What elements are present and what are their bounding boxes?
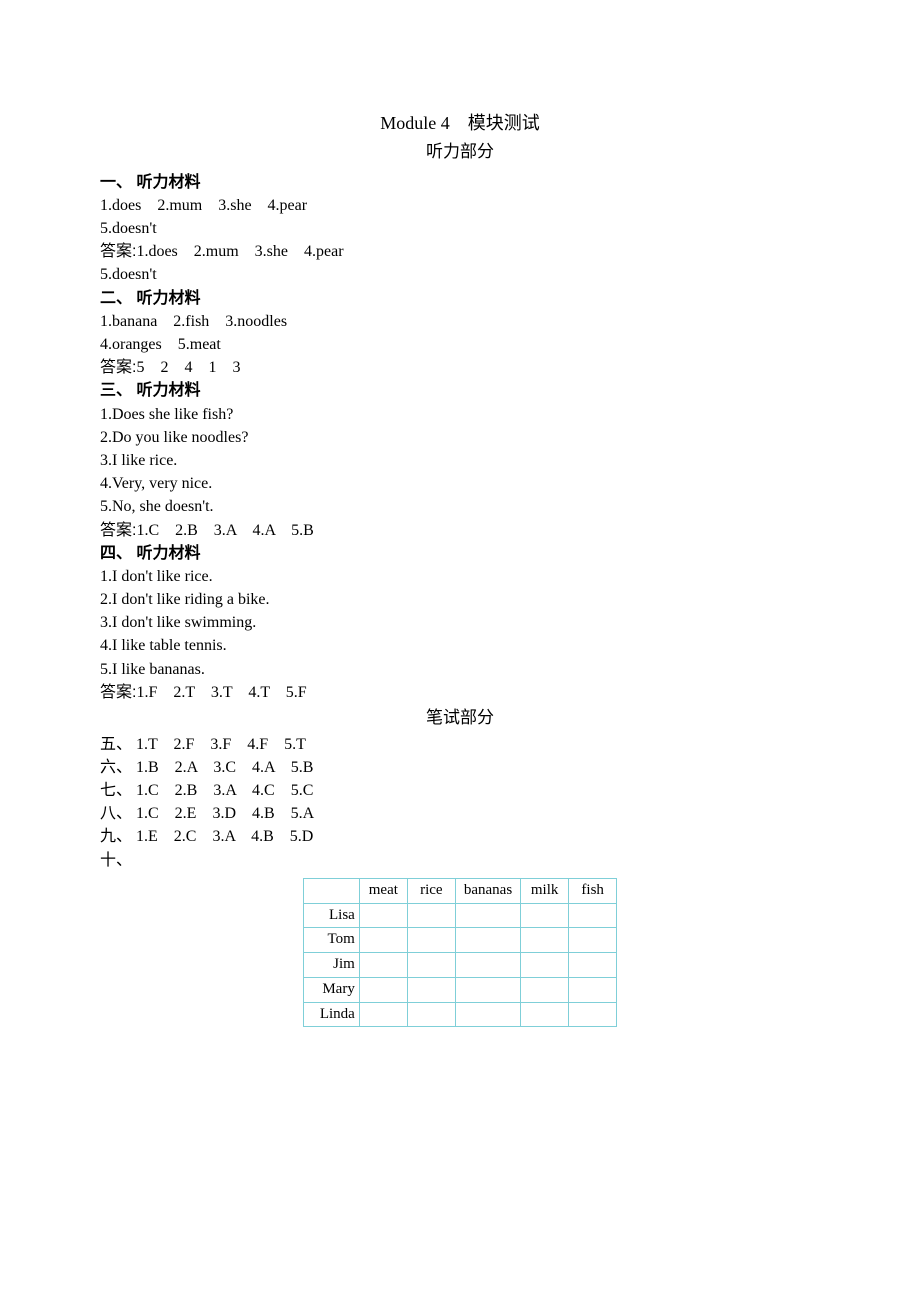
table-cell [569,953,617,978]
title-main: Module 4 模块测试 [100,110,820,136]
table-cell [521,1002,569,1027]
section1-line: 5.doesn't [100,217,820,240]
section1-header: 一、 听力材料 [100,171,820,194]
table-cell [455,903,520,928]
table-row-header: Mary [303,977,359,1002]
answer-prefix: 答案: [100,359,136,376]
section3-header: 三、 听力材料 [100,379,820,402]
answer-text: 1.C 2.B 3.A 4.A 5.B [136,522,313,539]
table-cell [569,1002,617,1027]
section2-line: 1.banana 2.fish 3.noodles [100,310,820,333]
table-row: Tom [303,928,616,953]
table-cell [455,977,520,1002]
table-cell [407,1002,455,1027]
table-cell [455,928,520,953]
table-cell [407,977,455,1002]
table-cell [569,903,617,928]
table-row: Linda [303,1002,616,1027]
answer-prefix: 答案: [100,243,136,260]
written5: 五、 1.T 2.F 3.F 4.F 5.T [100,733,820,756]
food-table: meat rice bananas milk fish Lisa Tom Jim… [303,878,617,1028]
table-cell [407,953,455,978]
table-cell [569,977,617,1002]
table-container: meat rice bananas milk fish Lisa Tom Jim… [100,878,820,1028]
written9: 九、 1.E 2.C 3.A 4.B 5.D [100,825,820,848]
section1-answer: 5.doesn't [100,263,820,286]
table-cell [359,1002,407,1027]
table-row-header: Tom [303,928,359,953]
table-cell [359,977,407,1002]
table-header-row: meat rice bananas milk fish [303,878,616,903]
section3-line: 4.Very, very nice. [100,472,820,495]
section4-line: 5.I like bananas. [100,658,820,681]
written10-header: 十、 [100,849,820,872]
table-row: Jim [303,953,616,978]
table-row-header: Jim [303,953,359,978]
section3-line: 2.Do you like noodles? [100,426,820,449]
section1-answer: 答案:1.does 2.mum 3.she 4.pear [100,240,820,263]
table-cell [569,928,617,953]
section4-line: 4.I like table tennis. [100,634,820,657]
written7: 七、 1.C 2.B 3.A 4.C 5.C [100,779,820,802]
section2-header: 二、 听力材料 [100,287,820,310]
section4-line: 3.I don't like swimming. [100,611,820,634]
table-cell [359,903,407,928]
section4-answer: 答案:1.F 2.T 3.T 4.T 5.F [100,681,820,704]
section4-line: 2.I don't like riding a bike. [100,588,820,611]
section3-line: 3.I like rice. [100,449,820,472]
answer-text: 5 2 4 1 3 [136,359,240,376]
written8: 八、 1.C 2.E 3.D 4.B 5.A [100,802,820,825]
table-cell [521,928,569,953]
section3-answer: 答案:1.C 2.B 3.A 4.A 5.B [100,519,820,542]
title-written: 笔试部分 [100,706,820,731]
section2-answer: 答案:5 2 4 1 3 [100,356,820,379]
table-col-header: rice [407,878,455,903]
section4-line: 1.I don't like rice. [100,565,820,588]
table-col-header: meat [359,878,407,903]
section3-line: 5.No, she doesn't. [100,495,820,518]
section1-line: 1.does 2.mum 3.she 4.pear [100,194,820,217]
table-cell [407,928,455,953]
written6: 六、 1.B 2.A 3.C 4.A 5.B [100,756,820,779]
table-row: Lisa [303,903,616,928]
table-col-header: fish [569,878,617,903]
table-cell [521,953,569,978]
answer-prefix: 答案: [100,684,136,701]
section4-header: 四、 听力材料 [100,542,820,565]
title-listening: 听力部分 [100,140,820,165]
table-row: Mary [303,977,616,1002]
table-cell [521,977,569,1002]
table-cell [455,953,520,978]
table-cell [455,1002,520,1027]
answer-text: 1.does 2.mum 3.she 4.pear [136,243,343,260]
table-cell [359,953,407,978]
table-row-header: Linda [303,1002,359,1027]
table-corner [303,878,359,903]
table-row-header: Lisa [303,903,359,928]
answer-prefix: 答案: [100,522,136,539]
section2-line: 4.oranges 5.meat [100,333,820,356]
section3-line: 1.Does she like fish? [100,403,820,426]
table-col-header: bananas [455,878,520,903]
answer-text: 1.F 2.T 3.T 4.T 5.F [136,684,306,701]
table-cell [407,903,455,928]
table-col-header: milk [521,878,569,903]
table-cell [359,928,407,953]
table-cell [521,903,569,928]
